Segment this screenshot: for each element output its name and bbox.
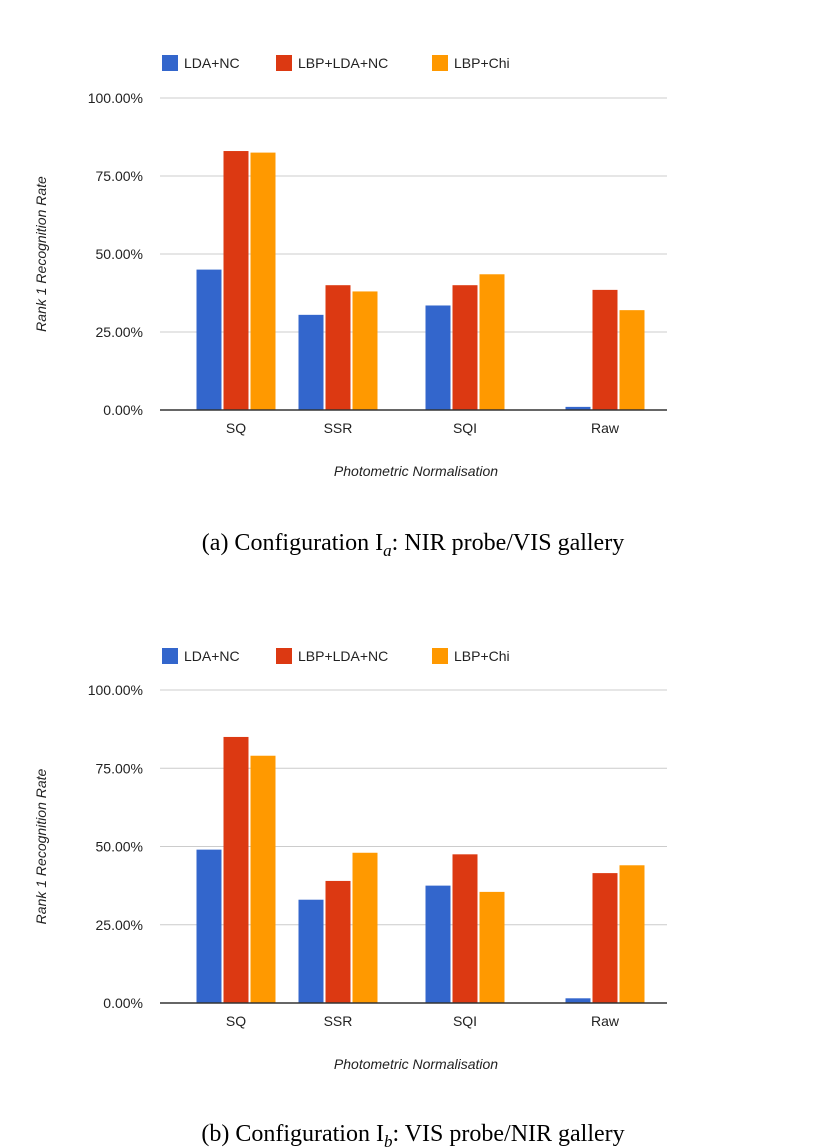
y-axis-title: Rank 1 Recognition Rate [33, 176, 49, 332]
bar-sqi-lbp-lda-nc [452, 285, 478, 410]
caption-prefix: (a) Configuration I [202, 530, 383, 556]
figure-caption: (a) Configuration Ia: NIR probe/VIS gall… [202, 530, 624, 560]
bar-raw-lbp-chi [619, 310, 645, 410]
legend-label: LDA+NC [184, 55, 240, 71]
legend-label: LDA+NC [184, 648, 240, 664]
bar-raw-lbp-lda-nc [592, 873, 618, 1003]
bar-raw-lda-nc [565, 406, 591, 410]
legend-swatch-lbp-lda-nc [276, 648, 292, 664]
x-tick-label: Raw [591, 420, 620, 436]
bar-sqi-lbp-chi [479, 891, 505, 1003]
x-tick-label: SQ [226, 1013, 246, 1029]
bar-ssr-lda-nc [298, 899, 324, 1003]
y-tick-label: 75.00% [96, 760, 143, 776]
caption-subscript: a [383, 541, 392, 560]
bar-sq-lda-nc [196, 269, 222, 410]
bar-ssr-lbp-lda-nc [325, 880, 351, 1003]
bar-sq-lbp-chi [250, 755, 276, 1003]
x-tick-label: Raw [591, 1013, 620, 1029]
y-tick-label: 50.00% [96, 839, 143, 855]
figure-caption: (b) Configuration Ib: VIS probe/NIR gall… [201, 1121, 624, 1148]
bar-raw-lbp-chi [619, 865, 645, 1003]
y-tick-label: 50.00% [96, 246, 143, 262]
x-axis-title: Photometric Normalisation [334, 1056, 498, 1072]
x-tick-label: SQI [453, 1013, 477, 1029]
bar-ssr-lbp-lda-nc [325, 285, 351, 410]
legend-swatch-lbp-chi [432, 55, 448, 71]
y-tick-label: 100.00% [88, 90, 143, 106]
x-tick-label: SSR [324, 1013, 353, 1029]
legend-label: LBP+Chi [454, 55, 510, 71]
legend-label: LBP+LDA+NC [298, 648, 388, 664]
bar-sqi-lbp-chi [479, 274, 505, 410]
bar-sqi-lda-nc [425, 305, 451, 410]
bar-ssr-lbp-chi [352, 852, 378, 1003]
bar-ssr-lbp-chi [352, 291, 378, 410]
caption-suffix: : VIS probe/NIR gallery [392, 1121, 624, 1147]
bar-ssr-lda-nc [298, 314, 324, 410]
bar-raw-lda-nc [565, 998, 591, 1003]
legend-swatch-lda-nc [162, 648, 178, 664]
chart-a: LDA+NC LBP+LDA+NC LBP+Chi 0.00% 25.00% 50.00%… [33, 55, 667, 560]
bar-sq-lbp-chi [250, 152, 276, 410]
caption-suffix: : NIR probe/VIS gallery [392, 530, 625, 556]
y-tick-label: 75.00% [96, 168, 143, 184]
x-tick-label: SQI [453, 420, 477, 436]
y-tick-label: 0.00% [103, 995, 143, 1011]
legend-label: LBP+LDA+NC [298, 55, 388, 71]
bar-sq-lbp-lda-nc [223, 151, 249, 411]
bar-sq-lbp-lda-nc [223, 736, 249, 1003]
legend-swatch-lda-nc [162, 55, 178, 71]
y-axis-title: Rank 1 Recognition Rate [33, 768, 49, 924]
y-tick-label: 25.00% [96, 324, 143, 340]
y-tick-label: 0.00% [103, 402, 143, 418]
y-tick-label: 100.00% [88, 682, 143, 698]
x-tick-label: SSR [324, 420, 353, 436]
x-tick-label: SQ [226, 420, 246, 436]
caption-subscript: b [384, 1132, 393, 1148]
legend-swatch-lbp-lda-nc [276, 55, 292, 71]
caption-prefix: (b) Configuration I [201, 1121, 384, 1147]
bar-raw-lbp-lda-nc [592, 289, 618, 410]
bar-sqi-lda-nc [425, 885, 451, 1003]
chart-b: LDA+NC LBP+LDA+NC LBP+Chi 0.00% 25.00% 50.00%… [33, 648, 667, 1148]
bar-sqi-lbp-lda-nc [452, 854, 478, 1003]
x-axis-title: Photometric Normalisation [334, 463, 498, 479]
legend-label: LBP+Chi [454, 648, 510, 664]
bar-sq-lda-nc [196, 849, 222, 1003]
y-tick-label: 25.00% [96, 917, 143, 933]
legend-swatch-lbp-chi [432, 648, 448, 664]
